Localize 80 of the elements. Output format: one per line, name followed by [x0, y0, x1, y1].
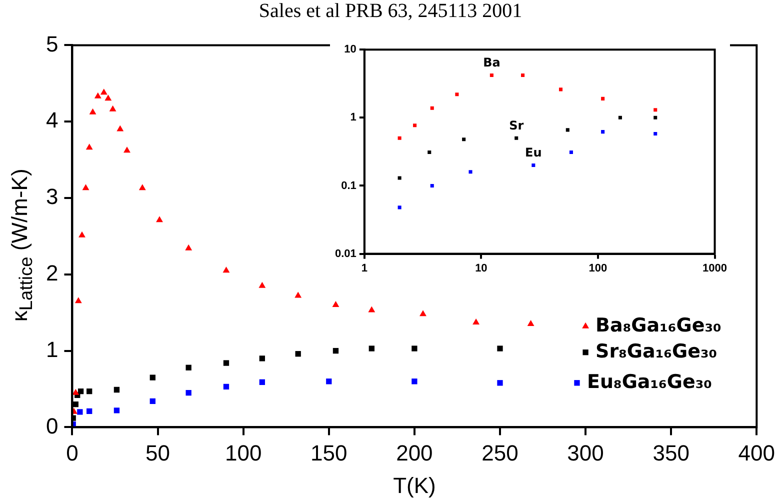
point	[258, 282, 266, 288]
point	[116, 125, 124, 132]
point	[150, 374, 156, 380]
series-label: Sr₈Ga₁₆Ge₃₀	[596, 340, 718, 362]
point	[582, 322, 590, 328]
point	[72, 401, 78, 408]
x-tick-label: 350	[652, 440, 690, 466]
point	[326, 378, 332, 384]
point	[104, 94, 112, 101]
point	[94, 92, 102, 98]
point	[150, 398, 156, 404]
point	[78, 231, 86, 238]
point	[186, 390, 192, 396]
point	[420, 310, 426, 316]
point	[412, 378, 418, 384]
x-tick-label: 0	[66, 440, 78, 466]
point	[332, 348, 339, 354]
point	[114, 408, 120, 414]
x-tick-label: 300	[567, 440, 604, 466]
point	[186, 364, 192, 370]
y-tick-label: 0	[46, 413, 58, 438]
y-tick-label: 10	[344, 44, 356, 56]
point	[497, 346, 503, 352]
point	[78, 388, 84, 394]
point	[100, 88, 108, 95]
point	[295, 351, 301, 357]
point	[138, 184, 146, 190]
point	[259, 379, 265, 385]
point	[72, 388, 80, 395]
point	[156, 216, 163, 222]
x-tick-label: 200	[396, 440, 433, 466]
point	[86, 408, 92, 414]
y-tick-label: 1	[350, 112, 356, 124]
point	[368, 306, 376, 312]
point	[368, 346, 374, 352]
y-tick-label: 5	[46, 31, 58, 56]
point	[223, 360, 230, 366]
point	[124, 146, 130, 153]
y-tick-label: 2	[46, 260, 58, 286]
x-tick-label: 100	[588, 262, 608, 274]
x-tick-label: 400	[738, 440, 776, 466]
series-label: Ba	[483, 55, 500, 70]
point	[86, 144, 93, 150]
point	[114, 386, 120, 393]
point	[74, 297, 82, 304]
point	[259, 356, 265, 362]
series-label: Sr	[509, 118, 524, 132]
point	[222, 266, 230, 273]
point	[109, 105, 116, 112]
y-tick-label: 3	[46, 184, 58, 210]
point	[294, 292, 302, 298]
point	[223, 384, 230, 390]
series-label: Ba₈Ga₁₆Ge₃₀	[596, 314, 722, 336]
point	[497, 380, 503, 386]
point	[89, 108, 96, 114]
x-tick-label: 1000	[702, 262, 728, 274]
x-tick-label: 250	[482, 440, 518, 466]
y-tick-label: 4	[46, 108, 58, 133]
point	[574, 380, 580, 386]
series-label: Eu₈Ga₁₆Ge₃₀	[586, 370, 712, 393]
series-label: Eu	[525, 145, 542, 160]
point	[185, 244, 192, 250]
x-tick-label: 1	[361, 262, 368, 274]
x-tick-label: 150	[310, 440, 348, 466]
y-tick-label: 0.1	[341, 180, 356, 192]
point	[82, 184, 90, 190]
point	[332, 300, 340, 307]
y-tick-label: 0.01	[334, 248, 356, 260]
point	[582, 350, 588, 356]
point	[77, 409, 83, 415]
x-tick-label: 10	[475, 262, 488, 274]
x-tick-label: 100	[224, 440, 262, 466]
x-axis-title: T(K)	[393, 472, 436, 498]
x-tick-label: 50	[146, 440, 170, 466]
chart-title: Sales et al PRB 63, 245113 2001	[258, 0, 524, 23]
point	[527, 320, 534, 326]
point	[412, 346, 418, 352]
y-tick-label: 1	[46, 336, 58, 362]
point	[472, 318, 480, 325]
point	[86, 388, 92, 394]
